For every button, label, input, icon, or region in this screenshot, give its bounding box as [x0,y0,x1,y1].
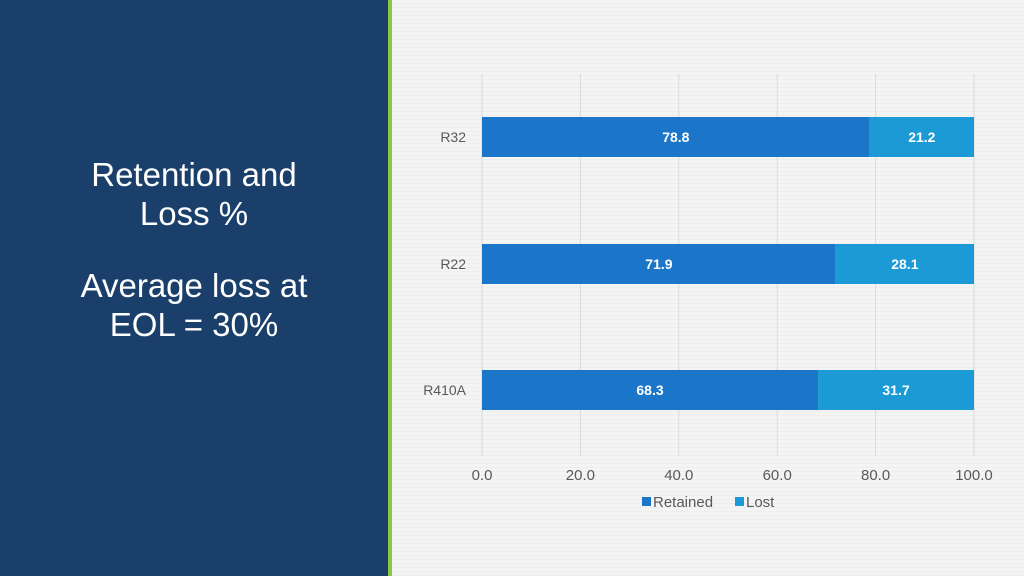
x-tick-label: 40.0 [664,467,693,484]
slide-subtitle-line-1: Average loss at [80,267,308,304]
bar-retained [482,117,870,157]
title-block: Retention and Loss % Average loss at EOL… [0,155,388,344]
x-tick-label: 60.0 [763,467,792,484]
title-panel [0,0,388,576]
stacked-bar-chart: 0.0 20.0 40.0 60.0 80.0 100.0 R32 78.8 21.2 R22 71… [423,74,993,511]
legend-swatch-retained [642,497,651,506]
x-tick-label: 20.0 [566,467,595,484]
bar-retained [482,370,819,410]
x-tick-label: 0.0 [472,467,493,484]
x-tick-label: 100.0 [955,467,993,484]
category-label: R32 [440,129,466,145]
category-label: R410A [423,382,466,398]
slide-subtitle-line-2: EOL = 30% [109,306,279,343]
data-label: 68.3 [636,382,663,398]
data-label: 21.2 [908,129,935,145]
legend-swatch-lost [735,497,744,506]
chart-panel [392,0,1024,576]
data-label: 78.8 [662,129,689,145]
bar-lost [869,117,974,157]
bar-lost [835,244,974,284]
slide-title-line-2: Loss % [139,195,249,232]
accent-divider [388,0,392,576]
category-label: R22 [440,256,466,272]
legend-label-retained: Retained [653,494,713,511]
slide-title-line-1: Retention and [91,156,297,193]
bar-lost [818,370,974,410]
data-label: 28.1 [891,256,918,272]
x-tick-label: 80.0 [861,467,890,484]
data-label: 31.7 [882,382,909,398]
data-label: 71.9 [645,256,672,272]
legend-label-lost: Lost [746,494,775,511]
bar-retained [482,244,836,284]
